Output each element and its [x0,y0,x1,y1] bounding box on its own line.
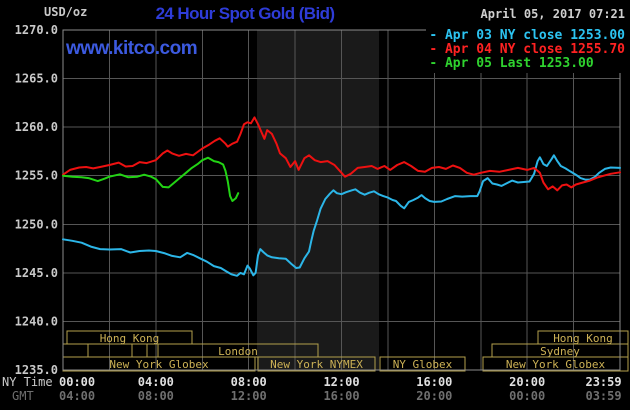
gmt-tick: 04:00 [59,389,95,403]
y-tick-label: 1245.0 [15,266,58,280]
plot-frame [62,29,621,371]
nymex-session-band [257,30,379,370]
session-label: Hong Kong [100,332,160,345]
y-tick-label: 1235.0 [15,363,58,377]
ny-time-tick: 00:00 [59,375,95,389]
session-label: New York Globex [506,358,606,371]
session-label: London [218,345,258,358]
gmt-tick: 00:00 [509,389,545,403]
y-tick-label: 1270.0 [15,23,58,37]
session-box [257,356,376,372]
session-box [482,356,629,372]
session-box [131,343,148,358]
y-tick-label: 1255.0 [15,169,58,183]
gmt-tick: 20:00 [416,389,452,403]
legend-item: - Apr 03 NY close 1253.00 [429,28,625,43]
legend-item: - Apr 04 NY close 1255.70 [429,42,625,57]
unit-label: USD/oz [44,5,88,19]
ny-time-axis-label: NY Time [2,375,53,389]
series-line-apr-05 [62,156,240,202]
session-label: New York NYMEX [270,358,363,371]
series-line-apr-04 [62,116,621,192]
chart-datetime: April 05, 2017 07:21 [480,7,626,21]
gmt-tick: 08:00 [138,389,174,403]
page-title: 24 Hour Spot Gold (Bid) [155,4,335,23]
gmt-axis-label: GMT [12,389,34,403]
y-tick-label: 1265.0 [15,72,58,86]
session-label: NY Globex [393,358,453,371]
ny-time-tick: 23:59 [585,375,621,389]
gmt-tick: 03:59 [585,389,621,403]
session-box [87,343,133,358]
ny-time-tick: 12:00 [323,375,359,389]
gmt-tick: 16:00 [323,389,359,403]
y-tick-label: 1250.0 [15,217,58,231]
gmt-tick: 12:00 [231,389,267,403]
kitco-watermark-link[interactable]: www.kitco.com [66,38,198,59]
ny-time-tick: 08:00 [231,375,267,389]
ny-time-tick: 16:00 [416,375,452,389]
legend: - Apr 03 NY close 1253.00- Apr 04 NY clo… [426,28,628,73]
y-tick-label: 1260.0 [15,120,58,134]
session-label: Sydney [540,345,580,358]
y-tick-label: 1240.0 [15,314,58,328]
ny-time-tick: 04:00 [138,375,174,389]
session-label: New York Globex [109,358,209,371]
session-box [379,356,466,372]
series-line-apr-03 [62,154,621,277]
session-label: Hong Kong [553,332,613,345]
legend-item: - Apr 05 Last 1253.00 [429,56,594,71]
session-box [62,343,89,358]
ny-time-tick: 20:00 [509,375,545,389]
session-box [146,343,159,358]
